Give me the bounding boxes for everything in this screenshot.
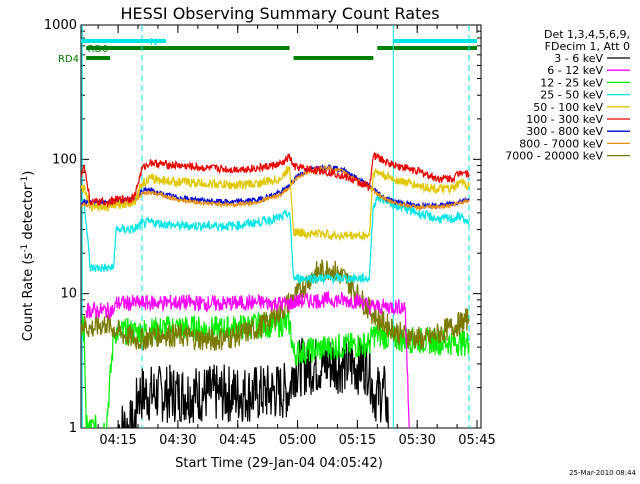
series-line [81,259,470,351]
series-25-50keV [81,193,470,286]
y-axis-label-part: ) [21,171,36,176]
series-line [81,165,470,241]
x-tick-label: 05:45 [458,433,495,448]
x-tick-label: 04:45 [219,433,256,448]
legend-label: 6 - 12 keV [547,64,603,77]
y-axis-label-sup: -1 [20,176,30,185]
state-bar-label: N [150,37,157,48]
series-line [81,310,470,428]
x-tick-label: 04:30 [159,433,196,448]
series-7000-20000keV [81,259,470,351]
legend: Det 1,3,4,5,6,9,FDecim 1, Att 03 - 6 keV… [505,28,630,163]
legend-label: 7000 - 20000 keV [505,150,603,163]
legend-label: 100 - 300 keV [526,113,603,126]
y-axis-label-sup: -1 [20,244,30,253]
y-tick-label: 1 [69,421,77,436]
footer-timestamp: 25-Mar-2010 08:44 [569,469,636,477]
x-tick-label: 05:30 [398,433,435,448]
series-100-300keV [81,151,470,209]
legend-label: 300 - 800 keV [526,125,603,138]
x-tick-label: 05:00 [279,433,316,448]
legend-label: 12 - 25 keV [540,76,603,89]
legend-label: 800 - 7000 keV [519,137,603,150]
series-50-100keV [81,165,470,241]
series-12-25keV [81,310,470,428]
y-axis-label-part: detector [21,184,36,244]
y-tick-label: 100 [52,152,77,167]
legend-header-line: FDecim 1, Att 0 [545,40,630,53]
y-tick-label: 1000 [44,18,77,33]
x-tick-label: 05:15 [339,433,376,448]
series-line [85,290,410,428]
series-line [81,193,470,286]
x-axis-label: Start Time (29-Jan-04 04:05:42) [175,456,383,471]
legend-header-line: Det 1,3,4,5,6,9, [544,28,630,41]
chart-title: HESSI Observing Summary Count Rates [120,4,439,23]
series-line [81,151,470,209]
y-axis-label: Count Rate (s-1 detector-1) [20,171,36,342]
state-bar-label: RD0 [88,44,109,55]
legend-label: 3 - 6 keV [554,52,603,65]
series-line [118,337,390,428]
series-3-6keV [118,337,390,428]
legend-label: 25 - 50 keV [540,89,603,102]
series-line [81,164,470,212]
y-axis-label-part: Count Rate (s [21,253,36,342]
state-bar-label: RD4 [58,54,79,65]
y-tick-label: 10 [60,287,77,302]
legend-label: 50 - 100 keV [533,101,603,114]
plot-area: 1 10 100 1000 04:15 04:30 04:45 05:00 05:15 05:30… [44,18,496,448]
series-800-7000keV [81,164,470,212]
plot-frame [80,24,482,429]
series-6-12keV [85,290,410,428]
x-tick-label: 04:15 [99,433,136,448]
